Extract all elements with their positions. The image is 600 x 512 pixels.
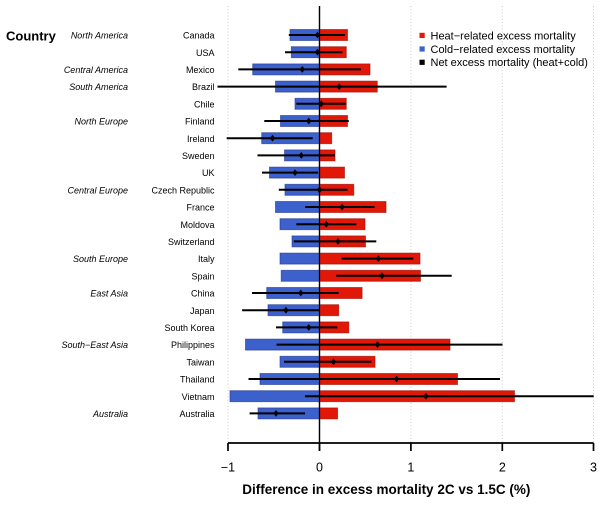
svg-text:South Europe: South Europe: [73, 254, 128, 264]
svg-text:Sweden: Sweden: [182, 151, 215, 161]
svg-text:Switzerland: Switzerland: [168, 237, 215, 247]
svg-text:Canada: Canada: [183, 31, 215, 41]
svg-text:South−East Asia: South−East Asia: [62, 340, 128, 350]
svg-text:Finland: Finland: [185, 117, 215, 127]
svg-text:Central America: Central America: [64, 65, 128, 75]
svg-text:South America: South America: [69, 82, 128, 92]
svg-text:0: 0: [316, 461, 323, 475]
svg-text:Japan: Japan: [190, 306, 215, 316]
svg-text:Thailand: Thailand: [180, 375, 215, 385]
svg-text:USA: USA: [196, 48, 215, 58]
svg-text:2: 2: [499, 461, 506, 475]
svg-text:Central Europe: Central Europe: [67, 185, 128, 195]
svg-text:Spain: Spain: [191, 271, 214, 281]
svg-text:North Europe: North Europe: [74, 117, 128, 127]
svg-text:Moldova: Moldova: [180, 220, 214, 230]
svg-text:North America: North America: [71, 31, 128, 41]
svg-text:Italy: Italy: [198, 254, 215, 264]
svg-text:East Asia: East Asia: [90, 289, 128, 299]
svg-text:UK: UK: [202, 168, 215, 178]
svg-text:Net excess mortality (heat+col: Net excess mortality (heat+cold): [431, 57, 588, 69]
svg-text:−1: −1: [221, 461, 235, 475]
svg-text:Taiwan: Taiwan: [186, 357, 214, 367]
svg-text:Brazil: Brazil: [192, 82, 215, 92]
svg-text:Country: Country: [6, 29, 57, 44]
svg-text:Czech Republic: Czech Republic: [151, 185, 215, 195]
svg-text:Chile: Chile: [194, 99, 215, 109]
svg-text:1: 1: [407, 461, 414, 475]
svg-text:Ireland: Ireland: [187, 134, 215, 144]
svg-text:Vietnam: Vietnam: [182, 392, 215, 402]
svg-text:Philippines: Philippines: [171, 340, 215, 350]
svg-text:Difference in excess mortality: Difference in excess mortality 2C vs 1.5…: [242, 482, 530, 497]
svg-text:3: 3: [590, 461, 597, 475]
svg-text:China: China: [191, 289, 215, 299]
svg-text:South Korea: South Korea: [164, 323, 214, 333]
svg-text:Mexico: Mexico: [186, 65, 215, 75]
svg-text:Australia: Australia: [92, 409, 128, 419]
svg-text:Heat−related excess mortality: Heat−related excess mortality: [431, 30, 577, 42]
svg-text:Australia: Australia: [179, 409, 214, 419]
svg-text:France: France: [186, 203, 214, 213]
svg-text:Cold−related excess mortality: Cold−related excess mortality: [431, 44, 576, 56]
